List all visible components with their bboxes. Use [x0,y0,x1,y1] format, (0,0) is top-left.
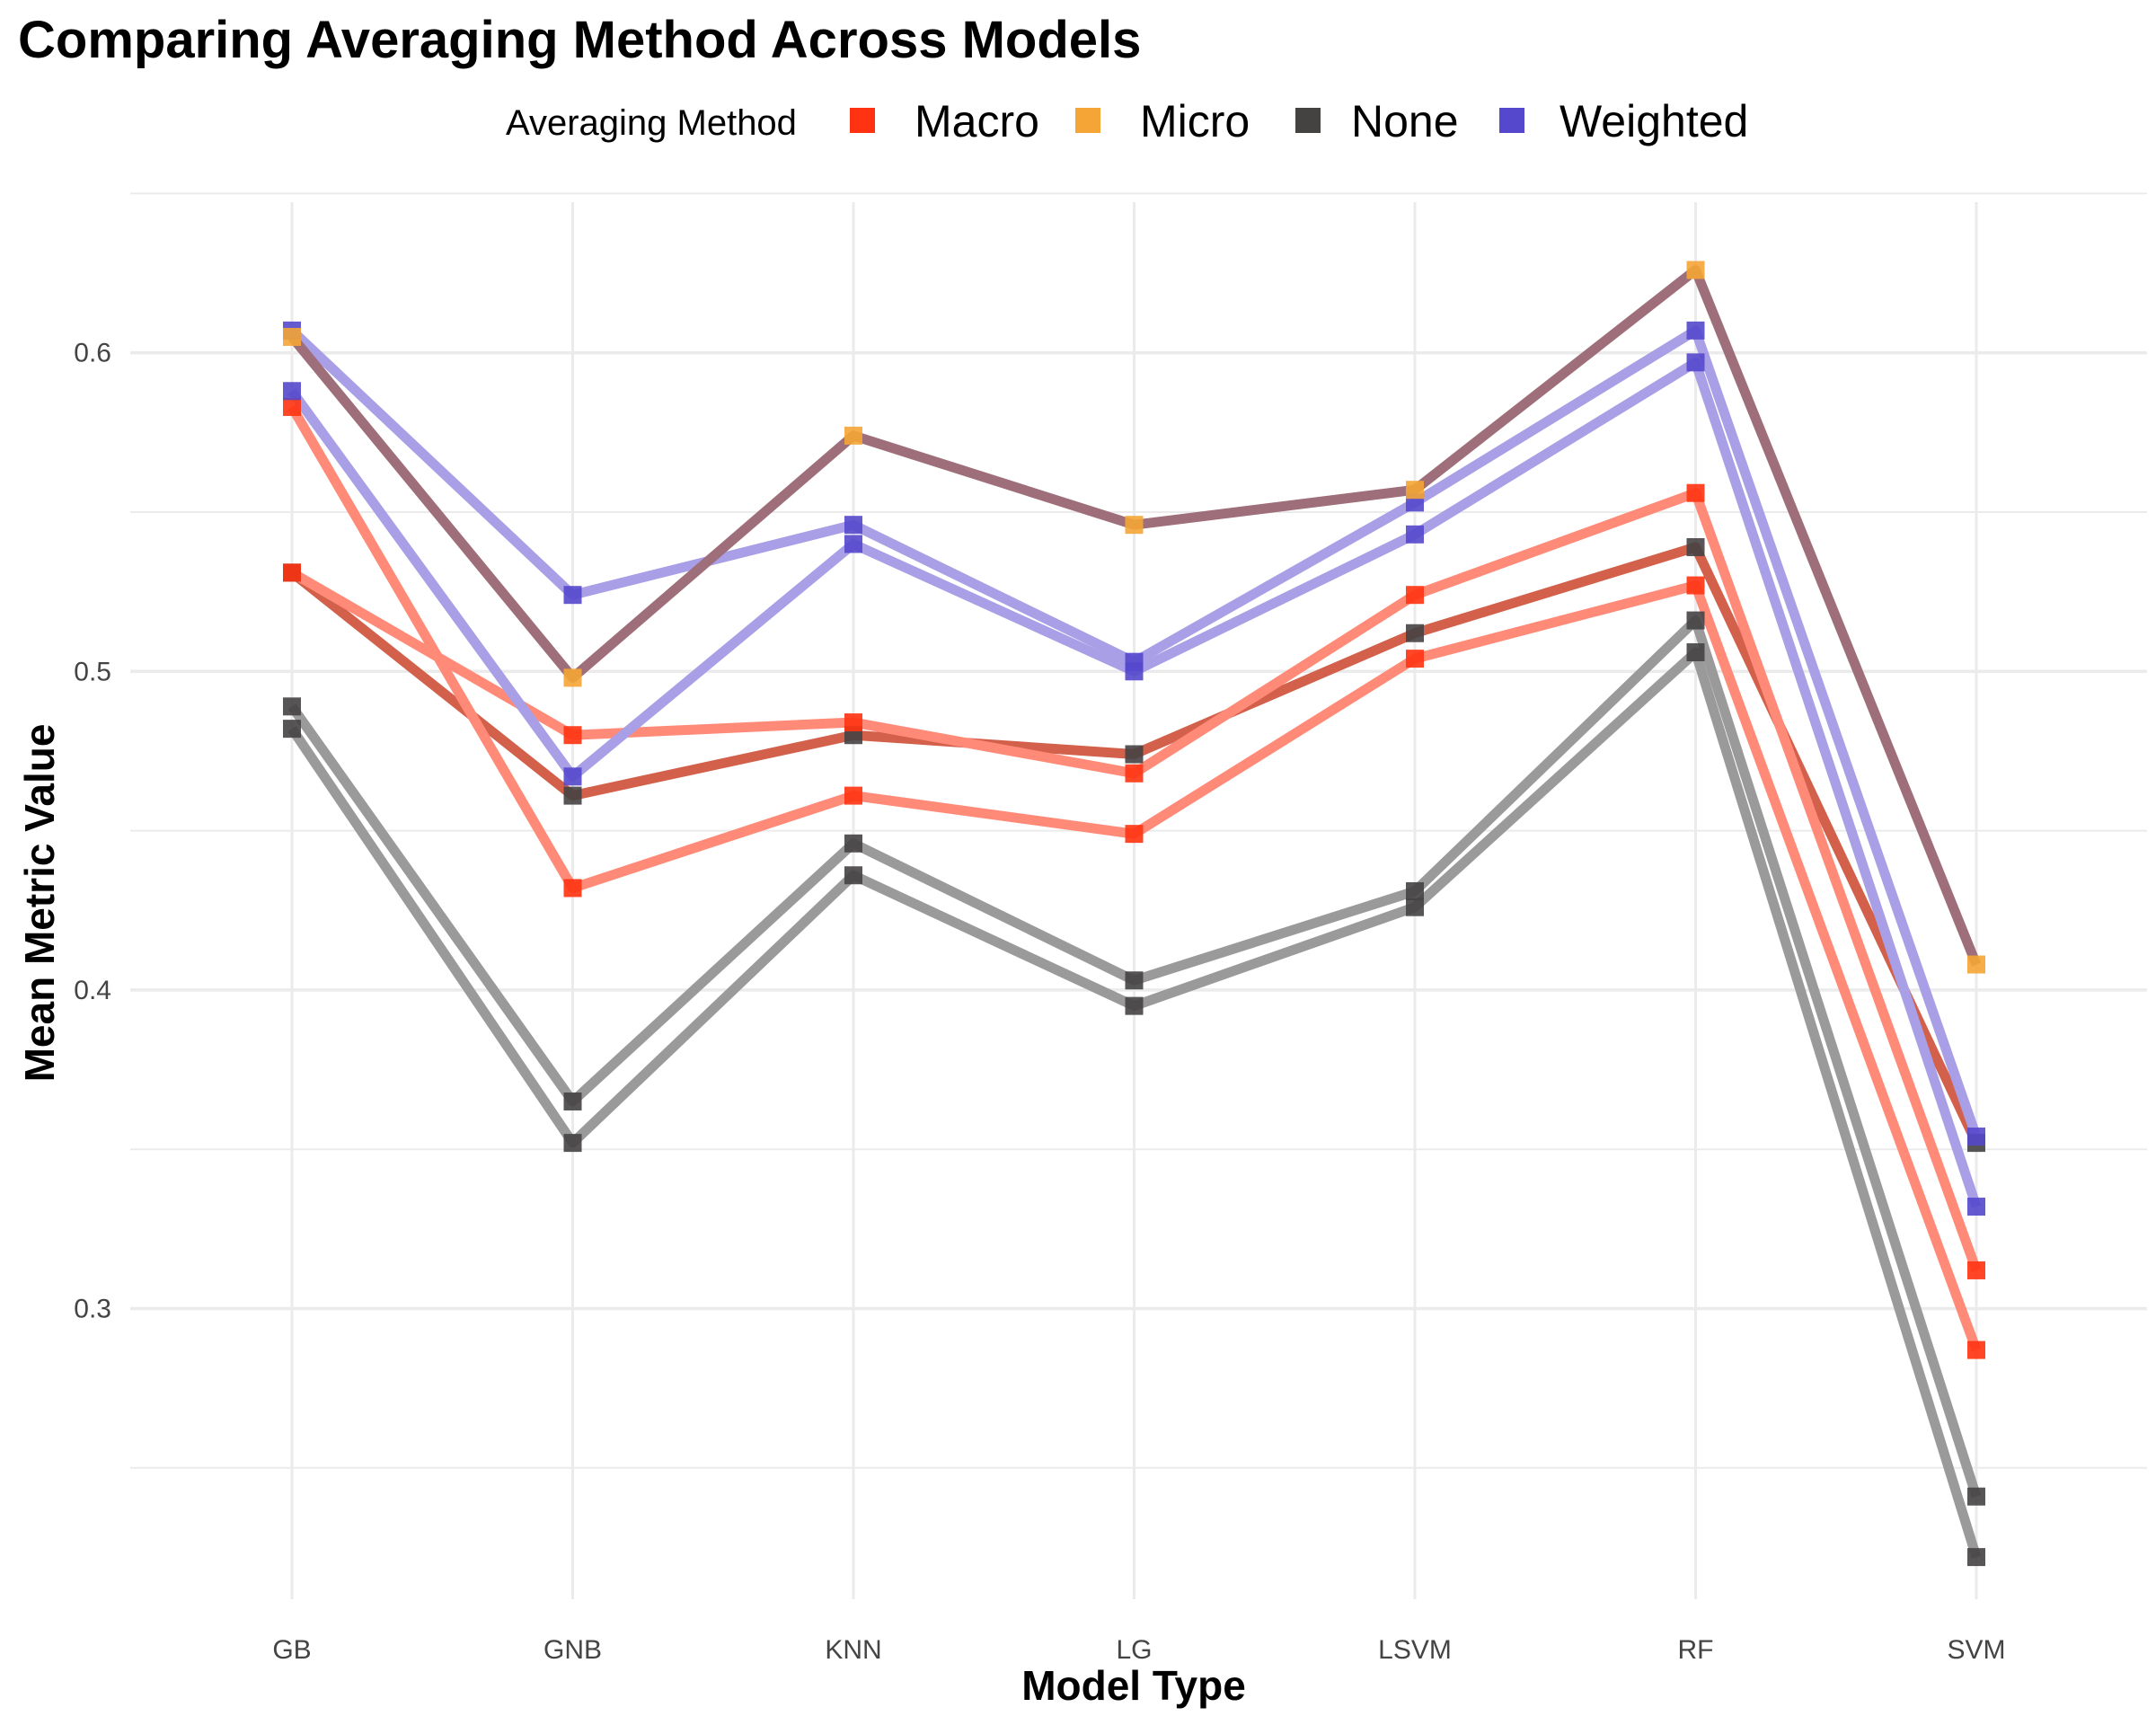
legend-swatch-macro [850,108,875,133]
data-point-macro [1686,576,1705,595]
series-points [283,261,1985,1567]
legend-label-weighted: Weighted [1560,96,1748,146]
data-point-none [1125,971,1144,990]
y-tick-label: 0.3 [74,1295,111,1324]
data-point-macro [563,726,582,745]
chart-title: Comparing Averaging Method Across Models [18,11,1141,69]
x-tick-label: LG [1116,1635,1152,1665]
data-point-macro [283,397,301,416]
data-point-none [1406,624,1424,642]
data-point-weighted [1686,321,1705,340]
data-point-weighted [1686,353,1705,372]
x-tick-label: RF [1678,1635,1714,1665]
data-point-none [563,1092,582,1111]
data-point-macro [1406,586,1424,605]
legend-label-none: None [1351,96,1459,146]
data-point-weighted [1967,1128,1985,1146]
data-point-none [1406,898,1424,916]
data-point-weighted [844,535,862,553]
x-axis-title: Model Type [1021,1662,1246,1709]
y-axis-title: Mean Metric Value [16,724,63,1083]
data-point-micro [563,668,582,687]
x-tick-label: GNB [543,1635,602,1665]
legend-title: Averaging Method [506,103,797,143]
y-tick-label: 0.6 [74,339,111,368]
legend: Averaging Method Macro Micro None Weighted [506,96,1748,146]
data-point-weighted [563,586,582,605]
data-point-none [283,720,301,739]
legend-label-macro: Macro [915,96,1039,146]
data-point-none [1686,643,1705,662]
data-point-weighted [283,382,301,401]
data-point-weighted [563,767,582,786]
data-point-none [844,834,862,853]
data-point-macro [1125,764,1144,783]
data-point-macro [1967,1340,1985,1359]
x-tick-label: KNN [825,1635,881,1665]
y-tick-label: 0.4 [74,976,111,1005]
x-tick-label: SVM [1947,1635,2005,1665]
legend-swatch-none [1295,108,1321,133]
data-point-macro [283,563,301,582]
legend-swatch-weighted [1499,108,1524,133]
data-point-micro [283,327,301,346]
data-point-macro [1125,825,1144,844]
x-tick-label: LSVM [1378,1635,1452,1665]
data-point-macro [844,713,862,732]
data-point-none [1967,1548,1985,1567]
data-point-none [1686,538,1705,557]
legend-label-micro: Micro [1140,96,1250,146]
y-tick-label: 0.5 [74,657,111,686]
data-point-macro [1967,1261,1985,1279]
data-point-micro [1406,481,1424,500]
data-point-none [1406,881,1424,900]
data-point-weighted [1125,662,1144,681]
data-point-none [563,1134,582,1153]
data-point-none [1125,996,1144,1015]
data-point-macro [1406,650,1424,668]
data-point-micro [844,426,862,445]
data-point-weighted [1967,1198,1985,1216]
data-point-none [283,697,301,716]
data-point-weighted [844,516,862,535]
data-point-none [563,786,582,805]
data-point-micro [1125,516,1144,535]
data-point-macro [844,786,862,805]
data-point-micro [1967,955,1985,974]
data-point-none [1686,611,1705,630]
data-point-micro [1686,261,1705,279]
data-point-weighted [1406,525,1424,544]
data-point-macro [563,879,582,898]
data-point-none [844,866,862,885]
data-point-none [1967,1487,1985,1506]
x-tick-label: GB [272,1635,311,1665]
legend-swatch-micro [1075,108,1100,133]
data-point-macro [1686,483,1705,502]
axis-ticks: GB GNB KNN LG LSVM RF SVM 0.3 0.4 0.5 0.6 [74,339,2005,1665]
data-point-none [1125,745,1144,764]
